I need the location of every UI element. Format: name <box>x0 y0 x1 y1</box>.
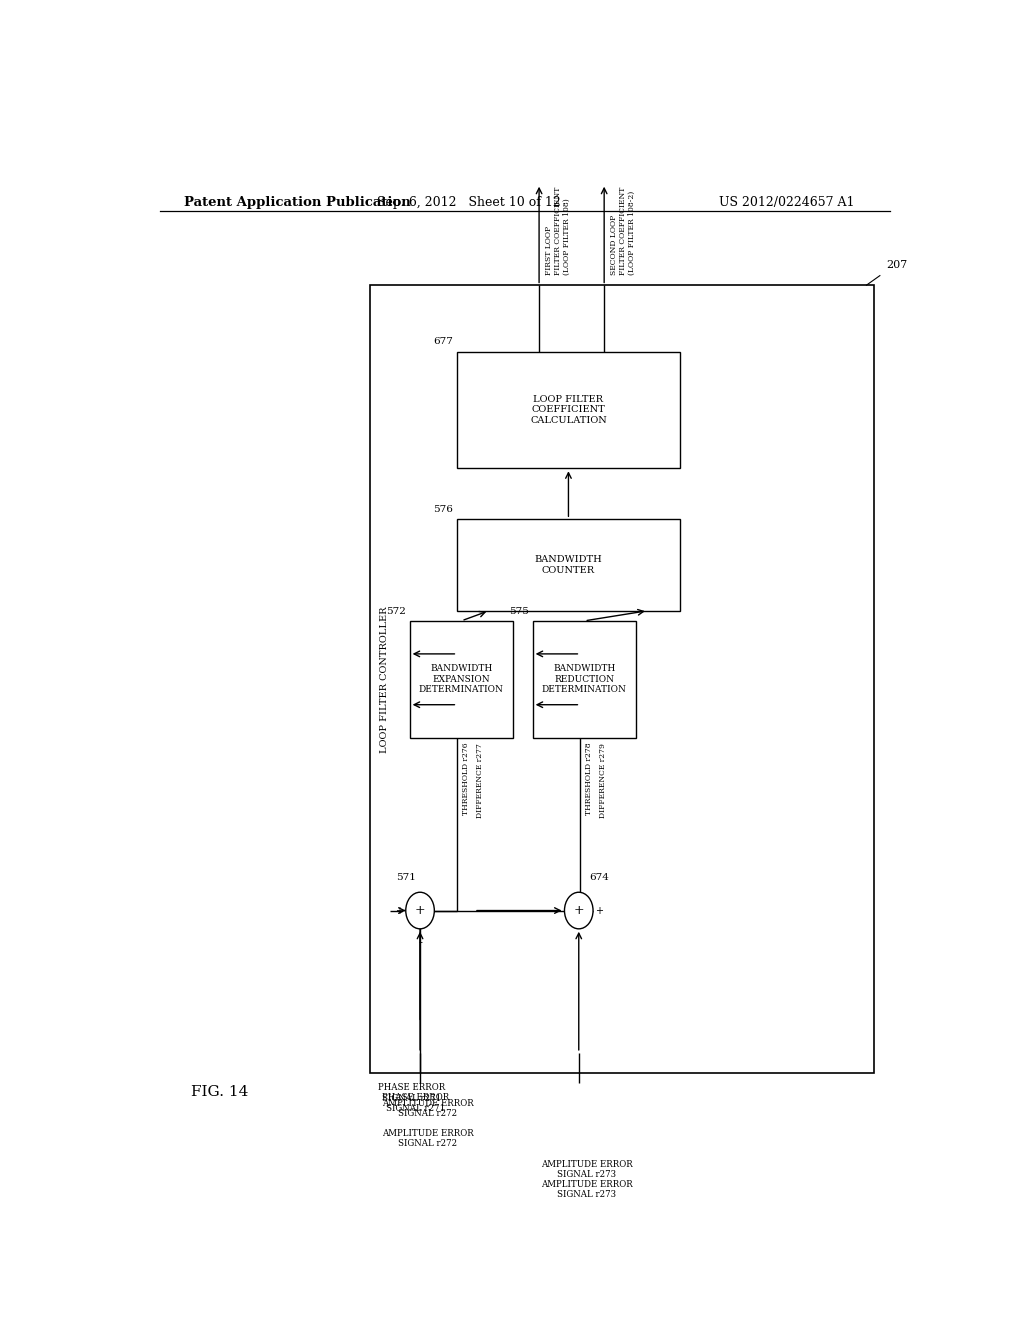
Text: -: - <box>556 906 560 916</box>
Text: 575: 575 <box>509 607 528 615</box>
Text: AMPLITUDE ERROR
SIGNAL r273: AMPLITUDE ERROR SIGNAL r273 <box>541 1159 633 1179</box>
Text: 576: 576 <box>433 506 454 515</box>
Text: FIG. 14: FIG. 14 <box>191 1085 249 1098</box>
Text: LOOP FILTER CONTROLLER: LOOP FILTER CONTROLLER <box>380 606 389 752</box>
Bar <box>532 620 636 738</box>
Text: THRESHOLD r278: THRESHOLD r278 <box>585 743 593 816</box>
Text: BANDWIDTH
REDUCTION
DETERMINATION: BANDWIDTH REDUCTION DETERMINATION <box>542 664 627 694</box>
Text: DIFFERENCE r279: DIFFERENCE r279 <box>599 743 607 817</box>
Circle shape <box>406 892 434 929</box>
Text: +: + <box>395 906 403 916</box>
Text: DIFFERENCE r277: DIFFERENCE r277 <box>476 743 484 817</box>
Circle shape <box>564 892 593 929</box>
Text: FIRST LOOP
FILTER COEFFICIENT
(LOOP FILTER 108): FIRST LOOP FILTER COEFFICIENT (LOOP FILT… <box>545 187 571 276</box>
Text: Patent Application Publication: Patent Application Publication <box>183 195 411 209</box>
Text: AMPLITUDE ERROR
SIGNAL r273: AMPLITUDE ERROR SIGNAL r273 <box>541 1180 633 1200</box>
Text: BANDWIDTH
COUNTER: BANDWIDTH COUNTER <box>535 556 602 574</box>
Bar <box>410 620 513 738</box>
Text: US 2012/0224657 A1: US 2012/0224657 A1 <box>719 195 854 209</box>
Text: 674: 674 <box>589 873 609 882</box>
Text: AMPLITUDE ERROR
SIGNAL r272: AMPLITUDE ERROR SIGNAL r272 <box>382 1098 474 1118</box>
Bar <box>458 519 680 611</box>
Text: THRESHOLD r276: THRESHOLD r276 <box>462 743 470 816</box>
Text: LOOP FILTER
COEFFICIENT
CALCULATION: LOOP FILTER COEFFICIENT CALCULATION <box>530 395 607 425</box>
Text: +: + <box>595 906 603 916</box>
Bar <box>370 285 874 1073</box>
Text: Sep. 6, 2012   Sheet 10 of 12: Sep. 6, 2012 Sheet 10 of 12 <box>378 195 561 209</box>
Text: PHASE ERROR
SIGNAL r271: PHASE ERROR SIGNAL r271 <box>382 1093 450 1113</box>
Text: +: + <box>415 904 425 917</box>
Text: +: + <box>573 904 584 917</box>
Text: 571: 571 <box>396 873 416 882</box>
Text: 572: 572 <box>386 607 406 615</box>
Text: 207: 207 <box>886 260 907 271</box>
Text: 677: 677 <box>433 338 454 346</box>
Text: BANDWIDTH
EXPANSION
DETERMINATION: BANDWIDTH EXPANSION DETERMINATION <box>419 664 504 694</box>
Bar <box>458 351 680 469</box>
Text: -: - <box>418 937 422 946</box>
Text: SECOND LOOP
FILTER COEFFICIENT
(LOOP FILTER 108-2): SECOND LOOP FILTER COEFFICIENT (LOOP FIL… <box>609 187 636 276</box>
Text: PHASE ERROR
SIGNAL r271: PHASE ERROR SIGNAL r271 <box>379 1084 445 1102</box>
Text: AMPLITUDE ERROR
SIGNAL r272: AMPLITUDE ERROR SIGNAL r272 <box>382 1129 474 1148</box>
